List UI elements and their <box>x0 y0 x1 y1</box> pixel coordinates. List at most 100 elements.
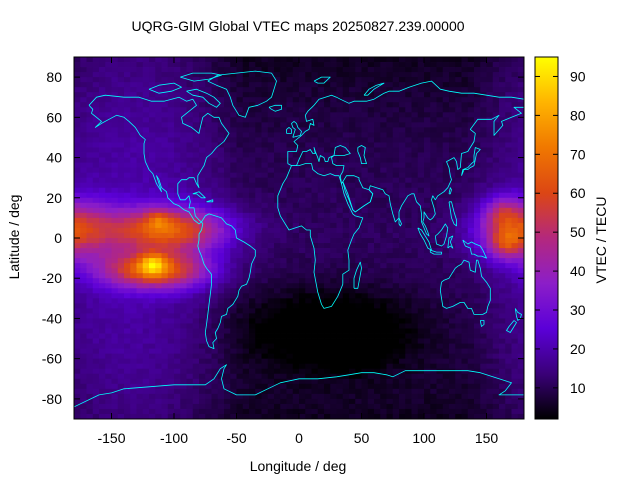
heatmap-cell <box>130 57 137 63</box>
heatmap-cell <box>492 253 500 259</box>
heatmap-cell <box>499 82 506 88</box>
heatmap-cell <box>392 383 400 390</box>
heatmap-cell <box>142 278 150 284</box>
heatmap-cell <box>386 358 394 365</box>
heatmap-cell <box>336 353 344 360</box>
heatmap-cell <box>355 202 362 209</box>
heatmap-cell <box>405 147 412 153</box>
heatmap-cell <box>517 368 524 375</box>
heatmap-cell <box>286 177 294 184</box>
heatmap-cell <box>230 197 237 204</box>
heatmap-cell <box>299 57 306 63</box>
heatmap-cell <box>224 67 231 73</box>
heatmap-cell <box>411 57 419 63</box>
heatmap-cell <box>417 132 425 138</box>
heatmap-cell <box>199 212 206 219</box>
heatmap-cell <box>174 383 181 390</box>
heatmap-cell <box>192 333 200 339</box>
heatmap-cell <box>355 57 362 63</box>
heatmap-cell <box>280 227 287 234</box>
heatmap-cell <box>492 353 500 360</box>
heatmap-cell <box>111 112 119 118</box>
heatmap-cell <box>80 363 87 370</box>
heatmap-cell <box>255 283 262 289</box>
heatmap-cell <box>80 167 87 174</box>
heatmap-cell <box>255 243 262 249</box>
heatmap-cell <box>236 343 244 350</box>
heatmap-cell <box>386 182 394 189</box>
heatmap-cell <box>217 293 225 299</box>
heatmap-cell <box>474 243 481 249</box>
heatmap-cell <box>130 232 137 239</box>
heatmap-cell <box>311 72 319 78</box>
heatmap-cell <box>205 107 212 113</box>
heatmap-cell <box>474 172 481 179</box>
heatmap-cell <box>292 72 300 78</box>
heatmap-cell <box>467 343 475 350</box>
heatmap-cell <box>317 318 325 324</box>
heatmap-cell <box>511 157 519 163</box>
heatmap-cell <box>417 102 425 108</box>
heatmap-cell <box>367 283 375 289</box>
heatmap-cell <box>92 268 100 274</box>
heatmap-cell <box>411 258 419 264</box>
heatmap-cell <box>99 388 106 395</box>
heatmap-cell <box>386 318 394 324</box>
heatmap-cell <box>367 353 375 360</box>
heatmap-cell <box>74 263 81 269</box>
heatmap-cell <box>199 263 206 269</box>
heatmap-cell <box>130 333 137 339</box>
heatmap-cell <box>286 278 294 284</box>
heatmap-cell <box>249 318 256 324</box>
heatmap-cell <box>342 328 350 334</box>
heatmap-cell <box>299 328 306 334</box>
heatmap-cell <box>430 197 437 204</box>
heatmap-cell <box>174 398 181 405</box>
heatmap-cell <box>386 383 394 390</box>
heatmap-cell <box>386 388 394 395</box>
heatmap-cell <box>405 202 412 209</box>
heatmap-cell <box>336 388 344 395</box>
heatmap-cell <box>299 238 306 244</box>
heatmap-cell <box>205 323 212 329</box>
heatmap-cell <box>330 238 337 244</box>
heatmap-cell <box>186 217 194 224</box>
heatmap-cell <box>355 107 362 113</box>
heatmap-cell <box>92 127 100 133</box>
heatmap-cell <box>161 268 169 274</box>
heatmap-cell <box>155 72 162 78</box>
heatmap-cell <box>136 288 144 294</box>
heatmap-cell <box>267 202 275 209</box>
heatmap-cell <box>336 77 344 83</box>
heatmap-cell <box>342 298 350 304</box>
heatmap-cell <box>424 328 431 334</box>
heatmap-cell <box>236 323 244 329</box>
heatmap-cell <box>305 192 312 199</box>
heatmap-cell <box>430 102 437 108</box>
heatmap-cell <box>499 363 506 370</box>
heatmap-cell <box>149 72 156 78</box>
heatmap-cell <box>261 338 269 344</box>
heatmap-cell <box>355 217 362 224</box>
heatmap-cell <box>361 323 369 329</box>
heatmap-cell <box>124 152 131 158</box>
heatmap-cell <box>517 197 524 204</box>
heatmap-cell <box>317 107 325 113</box>
heatmap-cell <box>92 157 100 163</box>
heatmap-cell <box>355 308 362 314</box>
heatmap-cell <box>455 162 462 169</box>
heatmap-cell <box>336 348 344 355</box>
heatmap-cell <box>242 398 250 405</box>
heatmap-cell <box>361 398 369 405</box>
heatmap-cell <box>205 172 212 179</box>
heatmap-cell <box>186 162 194 169</box>
heatmap-cell <box>255 393 262 400</box>
heatmap-cell <box>230 167 237 174</box>
heatmap-cell <box>386 127 394 133</box>
heatmap-cell <box>249 62 256 68</box>
heatmap-cell <box>167 308 175 314</box>
heatmap-cell <box>92 77 100 83</box>
heatmap-cell <box>161 403 169 410</box>
heatmap-cell <box>430 373 437 380</box>
heatmap-cell <box>174 57 181 63</box>
